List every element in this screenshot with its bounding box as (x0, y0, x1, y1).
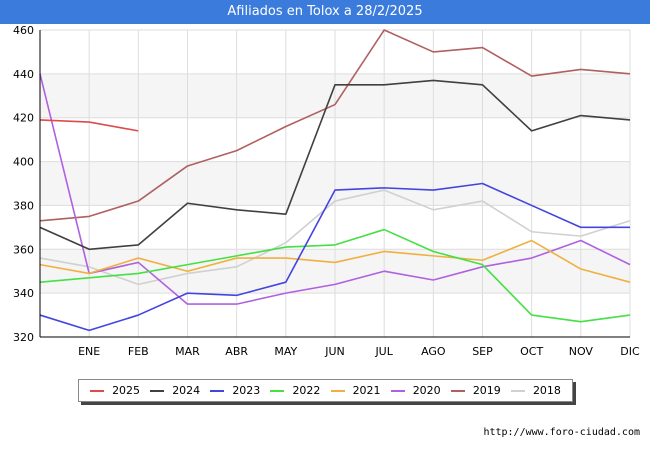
x-tick-label: MAR (175, 345, 200, 358)
legend-label: 2019 (472, 384, 501, 397)
legend-label: 2022 (292, 384, 321, 397)
series-lines (39, 29, 631, 332)
x-tick-label: AGO (421, 345, 446, 358)
legend-label: 2025 (112, 384, 141, 397)
legend-swatch (330, 389, 345, 392)
y-tick-label: 400 (13, 156, 34, 169)
legend-swatch (270, 389, 285, 392)
x-tick-label: DIC (620, 345, 640, 358)
x-tick-label: SEP (472, 345, 493, 358)
legend-item-2022: 2022 (270, 384, 320, 397)
series-line-2019 (39, 29, 631, 222)
y-tick-label: 440 (13, 68, 34, 81)
series-line-2020 (39, 73, 631, 305)
legend-swatch (90, 389, 105, 392)
x-tick-labels: ENE FEB MAR ABR MAY JUN JUL AGO SEP OCT NOV DIC (78, 345, 640, 358)
legend-item-2025: 2025 (90, 384, 140, 397)
legend-item-2018: 2018 (510, 384, 561, 397)
series-line-2018 (39, 189, 631, 286)
legend-swatch (210, 389, 225, 392)
legend-label: 2023 (232, 384, 261, 397)
legend-swatch (390, 389, 405, 392)
x-tick-label: FEB (128, 345, 149, 358)
source-credit: http://www.foro-ciudad.com (483, 427, 640, 438)
x-tick-label: MAY (274, 345, 297, 358)
series-line-2024 (39, 79, 631, 251)
legend-item-2024: 2024 (150, 384, 200, 397)
x-tick-label: JUL (374, 345, 393, 358)
series-line-2022 (39, 228, 631, 323)
legend-item-2023: 2023 (210, 384, 260, 397)
legend-item-2021: 2021 (330, 384, 381, 397)
legend-label: 2020 (412, 384, 441, 397)
legend-item-2020: 2020 (390, 384, 441, 397)
y-tick-label: 360 (13, 243, 34, 256)
legend: 2025 2024 2023 2022 2021 2020 2019 2018 (78, 379, 573, 402)
x-tick-label: ABR (225, 345, 248, 358)
legend-item-2019: 2019 (450, 384, 501, 397)
y-tick-label: 320 (13, 331, 34, 344)
series-line-2025 (39, 119, 139, 132)
y-tick-label: 340 (13, 287, 34, 300)
y-tick-labels: 320 340 360 380 400 420 440 460 (13, 24, 34, 344)
legend-swatch (450, 389, 465, 392)
axes (39, 30, 630, 338)
x-tick-label: OCT (520, 345, 543, 358)
legend-label: 2024 (172, 384, 201, 397)
legend-label: 2021 (352, 384, 381, 397)
x-tick-label: ENE (78, 345, 100, 358)
legend-swatch (510, 389, 525, 392)
chart-title: Afiliados en Tolox a 28/2/2025 (0, 0, 650, 24)
y-tick-label: 420 (13, 112, 34, 125)
series-line-2023 (39, 182, 630, 332)
x-tick-label: JUN (324, 345, 345, 358)
legend-label: 2018 (532, 384, 561, 397)
y-tick-label: 460 (13, 24, 34, 37)
legend-swatch (150, 389, 165, 392)
y-tick-label: 380 (13, 199, 34, 212)
series-line-2021 (39, 239, 631, 283)
x-tick-label: NOV (569, 345, 594, 358)
